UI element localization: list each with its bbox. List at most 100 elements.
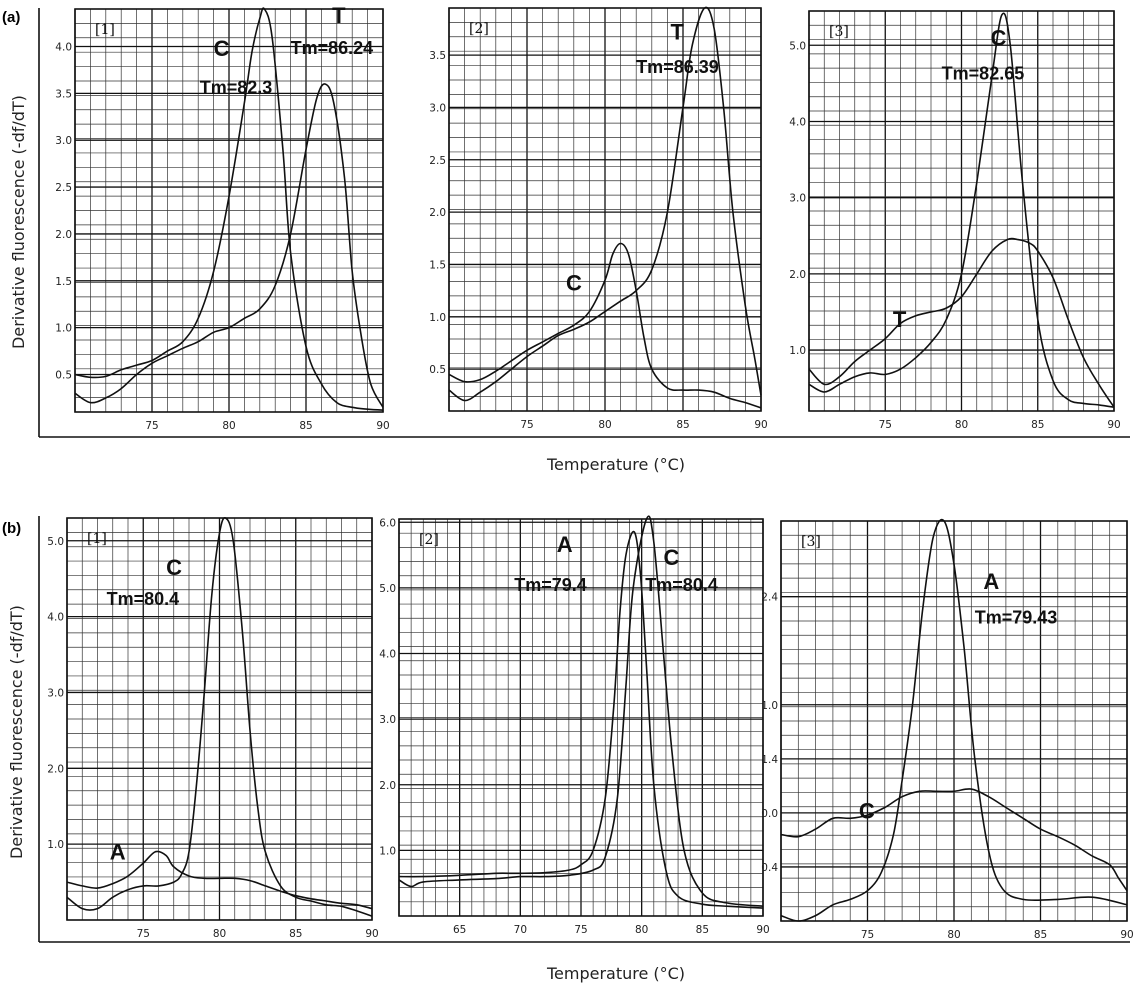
plot-frame	[66, 517, 373, 921]
plot-frame	[780, 520, 1128, 922]
tm-annotation: Tm=80.4	[107, 589, 180, 609]
x-tick-label: 75	[574, 924, 587, 936]
peak-letter-annotation: T	[332, 3, 346, 28]
series-c-curve	[448, 242, 762, 409]
subplot-label: [2]	[469, 21, 489, 37]
subplot-label: [2]	[419, 532, 439, 548]
x-tick-label: 90	[1120, 929, 1133, 941]
y-tick-label: 4.0	[379, 649, 396, 661]
y-tick-label: 1.0	[789, 345, 806, 357]
chart-a1: 0.5 1.0 1.5 2.0 2.5 3.0 3.5 4.0 75 80 85 90 [1] C Tm=8…	[55, 3, 389, 432]
y-tick-label: 5.0	[789, 40, 806, 52]
plot-frame	[74, 8, 384, 413]
x-tick-label: 75	[520, 419, 533, 431]
y-tick-label: 2.0	[789, 269, 806, 281]
y-tick-label: 4.0	[47, 612, 64, 624]
subplot-label: [3]	[801, 534, 821, 550]
chart-b2: 1.0 2.0 3.0 4.0 5.0 6.0 65 70 75 80 85 90 [2] A Tm=79.…	[379, 515, 770, 936]
y-tick-label: 3.5	[429, 50, 446, 62]
y-tick-label: 1.5	[429, 259, 446, 271]
x-tick-label: 85	[1031, 419, 1044, 431]
x-tick-label: 70	[514, 924, 527, 936]
x-tick-label: 85	[299, 420, 312, 432]
chart-a2: 0.5 1.0 1.5 2.0 2.5 3.0 3.5 75 80 85 90 [2] T Tm=86.3…	[429, 6, 768, 431]
x-tick-label: 80	[213, 928, 226, 940]
x-tick-label: 90	[756, 924, 769, 936]
tm-annotation: Tm=86.39	[636, 57, 719, 77]
x-tick-label: 80	[955, 419, 968, 431]
plot-frame	[398, 518, 764, 917]
y-tick-label: 3.5	[55, 88, 72, 100]
y-tick-label: 1.0	[55, 323, 72, 335]
y-tick-label: 2.0	[429, 207, 446, 219]
x-tick-label: 80	[222, 420, 235, 432]
y-tick-label: 0.5	[55, 370, 72, 382]
y-tick-label: 4.0	[789, 116, 806, 128]
y-tick-label: 3.0	[379, 714, 396, 726]
y-tick-label: 3.0	[429, 102, 446, 114]
x-tick-label: 65	[453, 924, 466, 936]
series-c-curve	[74, 7, 384, 411]
series-a-curve	[398, 530, 764, 909]
peak-letter-annotation: T	[893, 307, 907, 332]
panel-b-label: (b)	[2, 520, 21, 537]
peak-letter-annotation: C	[566, 271, 582, 296]
x-tick-label: 80	[598, 419, 611, 431]
subplot-label: [1]	[95, 22, 115, 38]
peak-letter-annotation: C	[664, 545, 680, 570]
x-tick-label: 90	[376, 420, 389, 432]
series-t-curve	[74, 83, 384, 408]
x-tick-label: 90	[754, 419, 767, 431]
series-t-curve	[448, 6, 762, 402]
tm-annotation: Tm=82.65	[942, 64, 1025, 84]
subplot-label: [3]	[829, 24, 849, 40]
tm-annotation: Tm=79.43	[975, 608, 1058, 628]
series-a-curve	[66, 850, 373, 910]
y-tick-label: 4.0	[55, 41, 72, 53]
x-tick-label: 75	[137, 928, 150, 940]
peak-letter-annotation: C	[859, 798, 875, 823]
series-t-curve	[808, 237, 1115, 408]
series-c-curve	[398, 515, 764, 907]
tm-annotation: Tm=82.3	[200, 77, 273, 97]
y-tick-label: 5.0	[379, 583, 396, 595]
x-tick-label: 80	[635, 924, 648, 936]
chart-b1: 1.0 2.0 3.0 4.0 5.0 75 80 85 90 [1] C Tm=80.4 A	[47, 516, 379, 940]
tm-annotation: Tm=79.4	[514, 575, 587, 595]
x-tick-label: 85	[1034, 929, 1047, 941]
plot-frame	[808, 10, 1115, 412]
subplot-label: [1]	[87, 531, 107, 547]
series-c-curve	[66, 516, 373, 917]
peak-letter-annotation: C	[990, 25, 1006, 50]
y-tick-label: 2.0	[379, 780, 396, 792]
x-tick-label: 85	[696, 924, 709, 936]
y-tick-label: 3.0	[789, 193, 806, 205]
peak-letter-annotation: T	[671, 19, 685, 44]
x-tick-label: 85	[289, 928, 302, 940]
chart-a3: 1.0 2.0 3.0 4.0 5.0 75 80 85 90 [3] C Tm=82.65 T	[789, 10, 1121, 431]
y-tick-label: 1.0	[379, 845, 396, 857]
x-axis-label-b: Temperature (°C)	[546, 964, 685, 983]
y-tick-label: 2.4	[761, 592, 778, 604]
x-tick-label: 75	[879, 419, 892, 431]
y-tick-label: 2.5	[429, 155, 446, 167]
x-tick-label: 85	[676, 419, 689, 431]
peak-letter-annotation: C	[166, 555, 182, 580]
y-axis-label-b: Derivative fluorescence (-df/dT)	[7, 605, 26, 859]
y-tick-label: 1.4	[761, 754, 778, 766]
y-tick-label: 1.5	[55, 276, 72, 288]
y-axis-label-a: Derivative fluorescence (-df/dT)	[9, 95, 28, 349]
y-tick-label: 3.0	[47, 687, 64, 699]
tm-annotation: Tm=80.4	[645, 575, 718, 595]
panel-a-label: (a)	[2, 9, 20, 26]
y-tick-label: 0.0	[761, 808, 778, 820]
series-a-curve	[780, 518, 1128, 922]
tm-annotation: Tm=86.24	[291, 38, 374, 58]
y-tick-label: 0.5	[429, 364, 446, 376]
x-axis-label-a: Temperature (°C)	[546, 455, 685, 474]
series-c-curve	[780, 788, 1128, 892]
x-tick-label: 75	[145, 420, 158, 432]
x-tick-label: 80	[947, 929, 960, 941]
y-tick-label: 2.0	[47, 763, 64, 775]
plots: 0.5 1.0 1.5 2.0 2.5 3.0 3.5 4.0 75 80 85 90 [1] C Tm=8…	[47, 3, 1133, 941]
